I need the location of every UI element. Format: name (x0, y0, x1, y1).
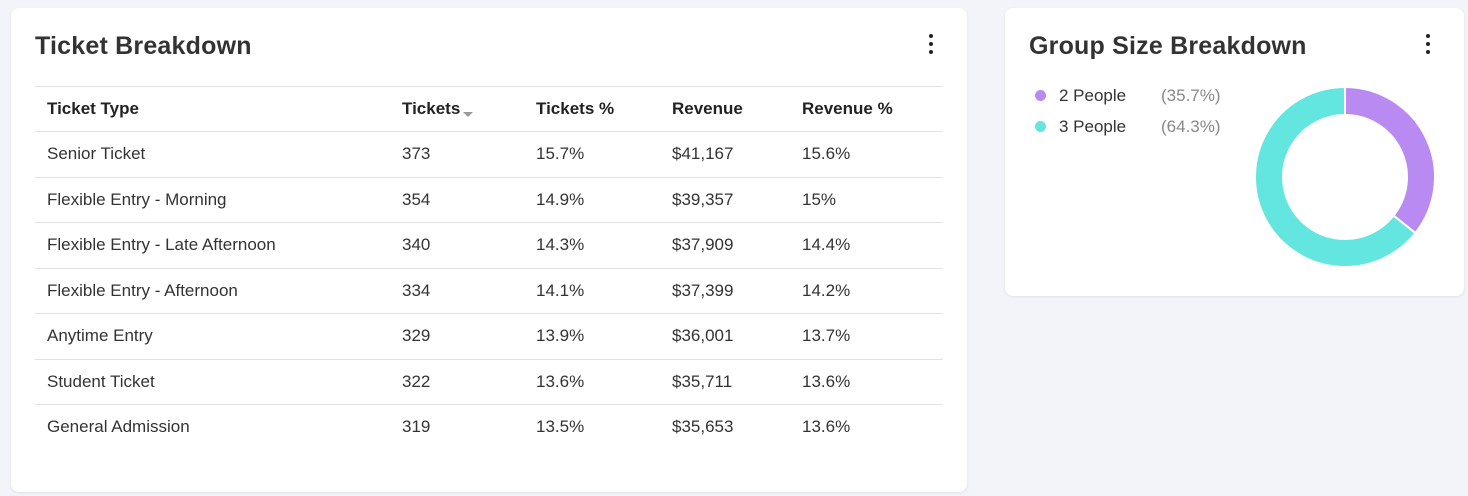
cell-tickets: 322 (390, 359, 524, 405)
cell-revenue: $37,399 (660, 268, 790, 314)
cell-revenue: $35,711 (660, 359, 790, 405)
table-header-row: Ticket Type Tickets Tickets % Revenue Re… (35, 86, 943, 132)
legend-percent: (64.3%) (1161, 116, 1221, 136)
cell-tickets-pct: 14.3% (524, 222, 660, 269)
cell-tickets: 334 (390, 268, 524, 314)
cell-tickets: 354 (390, 177, 524, 223)
column-header-tickets[interactable]: Tickets (390, 86, 524, 132)
cell-ticket-type: Flexible Entry - Afternoon (35, 268, 390, 314)
sort-descending-icon[interactable] (463, 112, 474, 117)
table-row: Flexible Entry - Morning 354 14.9% $39,3… (35, 177, 943, 223)
table-row: Anytime Entry 329 13.9% $36,001 13.7% (35, 313, 943, 360)
cell-revenue-pct: 13.6% (790, 359, 943, 405)
cell-revenue-pct: 13.7% (790, 313, 943, 360)
cell-ticket-type: Anytime Entry (35, 313, 390, 360)
cell-tickets-pct: 14.1% (524, 268, 660, 314)
legend-label: 3 People (1059, 116, 1127, 136)
cell-ticket-type: Senior Ticket (35, 131, 390, 178)
cell-revenue-pct: 15% (790, 177, 943, 223)
legend-percent: (35.7%) (1161, 85, 1221, 105)
cell-tickets-pct: 15.7% (524, 131, 660, 178)
donut-slice-3-people[interactable] (1254, 85, 1417, 268)
cell-revenue: $39,357 (660, 177, 790, 223)
column-header-revenue-pct[interactable]: Revenue % (790, 86, 943, 132)
legend-label: 2 People (1059, 85, 1127, 105)
legend-swatch (1035, 121, 1046, 132)
cell-revenue: $41,167 (660, 131, 790, 178)
cell-tickets: 340 (390, 222, 524, 269)
chart-legend: 2 People (35.7%) 3 People (64.3%) (1035, 80, 1221, 142)
cell-tickets-pct: 13.6% (524, 359, 660, 405)
column-header-ticket-type[interactable]: Ticket Type (35, 86, 390, 132)
cell-revenue-pct: 15.6% (790, 131, 943, 178)
cell-revenue: $37,909 (660, 222, 790, 269)
cell-revenue-pct: 14.2% (790, 268, 943, 314)
more-options-icon[interactable] (1418, 31, 1438, 57)
cell-revenue: $36,001 (660, 313, 790, 360)
legend-swatch (1035, 90, 1046, 101)
cell-ticket-type: Flexible Entry - Morning (35, 177, 390, 223)
cell-tickets: 373 (390, 131, 524, 178)
cell-revenue-pct: 14.4% (790, 222, 943, 269)
ticket-breakdown-table: Ticket Type Tickets Tickets % Revenue Re… (35, 86, 943, 450)
cell-tickets-pct: 14.9% (524, 177, 660, 223)
table-row: Senior Ticket 373 15.7% $41,167 15.6% (35, 131, 943, 178)
table-row: Student Ticket 322 13.6% $35,711 13.6% (35, 359, 943, 405)
table-row: Flexible Entry - Afternoon 334 14.1% $37… (35, 268, 943, 314)
group-size-title: Group Size Breakdown (1029, 32, 1307, 60)
donut-slice-2-people[interactable] (1344, 85, 1436, 235)
column-header-revenue[interactable]: Revenue (660, 86, 790, 132)
legend-item[interactable]: 2 People (35.7%) (1035, 80, 1221, 111)
column-header-tickets-pct[interactable]: Tickets % (524, 86, 660, 132)
cell-revenue: $35,653 (672, 417, 734, 437)
cell-revenue-pct: 13.6% (802, 417, 851, 437)
ticket-breakdown-card: Ticket Breakdown Ticket Type Tickets Tic… (11, 8, 967, 492)
cell-tickets: 329 (390, 313, 524, 360)
group-size-donut-chart (1254, 85, 1436, 268)
table-row: Flexible Entry - Late Afternoon 340 14.3… (35, 222, 943, 269)
cell-ticket-type: Student Ticket (35, 359, 390, 405)
ticket-breakdown-title: Ticket Breakdown (35, 32, 252, 60)
cell-tickets-pct: 13.5% (536, 417, 585, 437)
more-options-icon[interactable] (921, 31, 941, 57)
cell-tickets-pct: 13.9% (524, 313, 660, 360)
cell-tickets: 319 (402, 417, 431, 437)
table-row: General Admission 319 13.5% $35,653 13.6… (35, 405, 943, 450)
cell-ticket-type: Flexible Entry - Late Afternoon (35, 222, 390, 269)
legend-item[interactable]: 3 People (64.3%) (1035, 111, 1221, 142)
group-size-card: Group Size Breakdown 2 People (35.7%) 3 … (1005, 8, 1464, 296)
cell-ticket-type: General Admission (47, 417, 190, 437)
